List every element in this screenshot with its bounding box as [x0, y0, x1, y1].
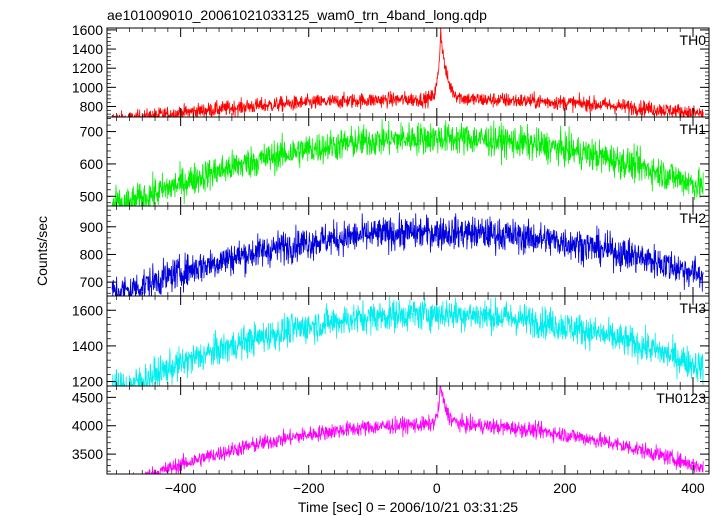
y-tick-label: 1400: [72, 338, 103, 354]
y-tick-label: 1200: [72, 374, 103, 390]
panel-th3: 1200 1400 1600 TH3: [72, 295, 710, 390]
panel-label: TH0123: [656, 390, 706, 406]
panel-label: TH1: [680, 121, 707, 137]
chart-title: ae101009010_20061021033125_wam0_trn_4ban…: [107, 7, 487, 23]
y-tick-label: 1200: [72, 60, 103, 76]
panel-frame: [106, 385, 710, 475]
y-tick-label: 4000: [72, 418, 103, 434]
panel-label: TH0: [680, 32, 707, 48]
panel-th1: 500 600 700 TH1: [80, 116, 710, 207]
y-tick-label: 1400: [72, 41, 103, 57]
y-tick-label: 4500: [72, 389, 103, 405]
y-tick-label: 3500: [72, 446, 103, 462]
y-axis-label: Counts/sec: [34, 216, 50, 286]
panel-th0123: 3500 4000 4500 TH0123: [72, 385, 710, 475]
x-tick-label: 200: [553, 480, 577, 496]
y-tick-label: 1600: [72, 302, 103, 318]
panel-label: TH3: [680, 300, 707, 316]
y-tick-label: 700: [80, 124, 104, 140]
series-th0: [111, 28, 704, 117]
panel-th2: 700 800 900 TH2: [80, 205, 710, 297]
panel-label: TH2: [680, 210, 707, 226]
series-th0123: [133, 386, 704, 474]
series-th3: [112, 296, 704, 386]
y-tick-label: 900: [80, 219, 104, 235]
x-tick-label: 400: [681, 480, 705, 496]
series-th2: [111, 212, 704, 296]
series-th1: [111, 119, 704, 206]
x-tick-label: −400: [165, 480, 197, 496]
y-tick-label: 1000: [72, 79, 103, 95]
y-tick-label: 800: [80, 246, 104, 262]
y-tick-label: 600: [80, 156, 104, 172]
panels-group: 800 1000 1200 1400 1600 TH0 500 600 700 TH1 700 800…: [72, 22, 710, 496]
y-tick-label: 800: [80, 98, 104, 114]
y-tick-label: 700: [80, 274, 104, 290]
x-tick-label: −200: [293, 480, 325, 496]
panel-th0: 800 1000 1200 1400 1600 TH0: [72, 22, 710, 118]
y-tick-label: 500: [80, 188, 104, 204]
x-tick-label: 0: [433, 480, 441, 496]
x-axis-label: Time [sec] 0 = 2006/10/21 03:31:25: [298, 499, 518, 515]
y-tick-label: 1600: [72, 22, 103, 38]
